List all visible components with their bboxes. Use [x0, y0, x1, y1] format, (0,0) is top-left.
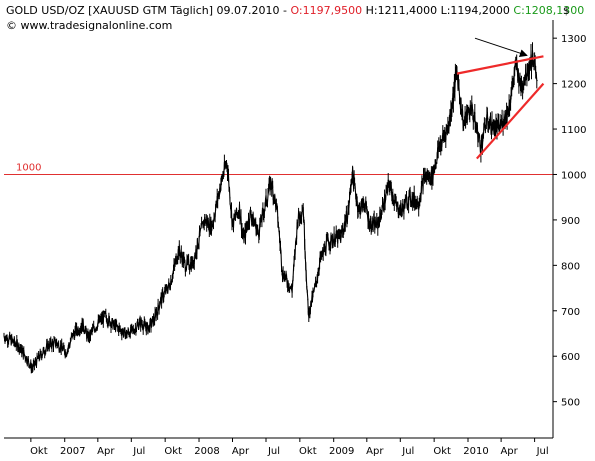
y-tick-label: 1000 [561, 170, 586, 181]
x-tick-label: Okt [30, 446, 48, 457]
x-tick-label: Apr [97, 446, 115, 457]
header-low: L:1194,2000 [441, 4, 510, 17]
x-tick-label: 2009 [329, 446, 354, 457]
reference-line-label: 1000 [16, 162, 41, 173]
header-close: C:1208,1300 [513, 4, 584, 17]
x-tick-label: Apr [232, 446, 250, 457]
x-tick-label: 2010 [463, 446, 488, 457]
header-open: O:1197,9500 [290, 4, 362, 17]
annotation-arrow-0 [474, 37, 528, 58]
currency-label: $ [563, 6, 569, 17]
y-tick-label: 700 [561, 307, 580, 318]
x-tick-label: Jul [536, 446, 549, 457]
trendline-1 [476, 82, 545, 160]
header-symbol: GOLD USD/OZ [XAUUSD GTM Täglich] 09.07.2… [6, 4, 584, 17]
y-tick-label: 1200 [561, 80, 586, 91]
price-series-0-range-bars [3, 42, 538, 374]
trendline-0 [456, 55, 544, 75]
x-tick-label: Jul [401, 446, 414, 457]
header-date-text: 09.07.2010 [217, 4, 280, 17]
y-tick-label: 800 [561, 261, 580, 272]
plot-area: 1000 [3, 37, 553, 374]
header-high: H:1211,4000 [366, 4, 437, 17]
x-tick-label: Okt [433, 446, 451, 457]
header-symbol-text: GOLD USD/OZ [XAUUSD GTM Täglich] [6, 4, 213, 17]
y-tick-label: 900 [561, 216, 580, 227]
x-tick-label: Okt [164, 446, 182, 457]
price-series-0-line [3, 49, 538, 371]
y-tick-label: 500 [561, 398, 580, 409]
x-tick-label: Okt [299, 446, 317, 457]
x-tick-label: Jul [132, 446, 145, 457]
x-tick-label: 2007 [60, 446, 85, 457]
watermark-text: © www.tradesignalonline.com [6, 19, 172, 32]
x-tick-label: Jul [267, 446, 280, 457]
x-tick-label: Apr [366, 446, 384, 457]
x-tick-label: 2008 [194, 446, 219, 457]
y-tick-label: 600 [561, 352, 580, 363]
y-tick-label: 1100 [561, 125, 586, 136]
x-tick-label: Apr [500, 446, 518, 457]
axes: 500 600 700 800 900 1000 1100 1200 1300 Okt 2007 Ap… [4, 20, 586, 457]
y-tick-label: 1300 [561, 34, 586, 45]
